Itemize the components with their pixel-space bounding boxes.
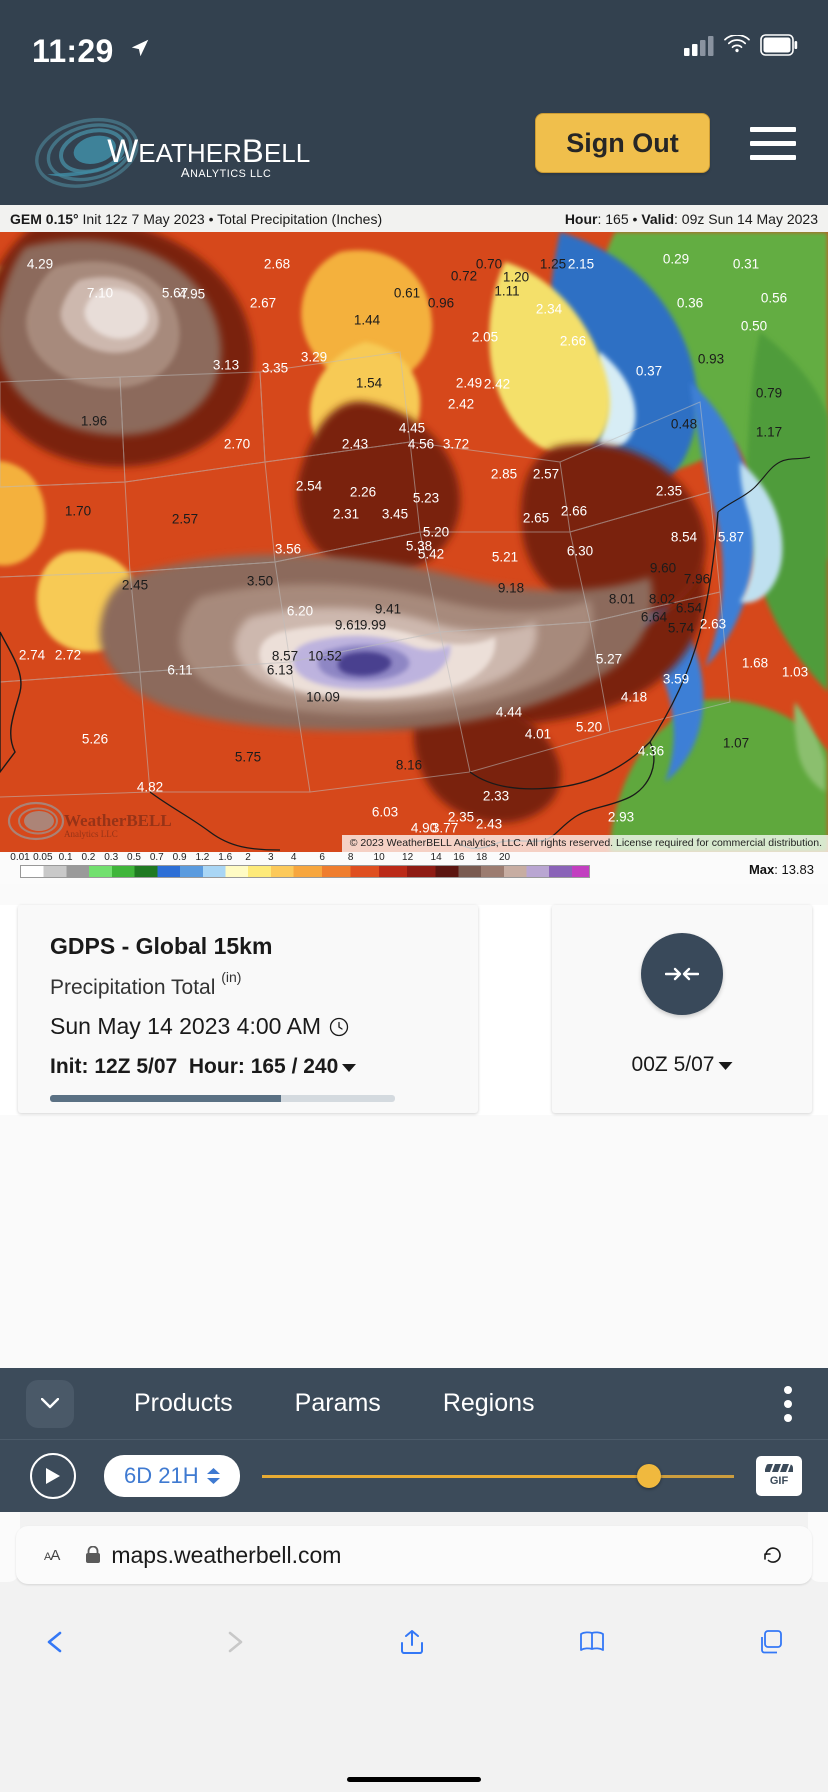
svg-text:WEATHERBELL: WEATHERBELL	[107, 132, 310, 169]
svg-text:GIF: GIF	[770, 1475, 789, 1487]
svg-text:WeatherBELL: WeatherBELL	[64, 811, 172, 830]
svg-text:Analytics LLC: Analytics LLC	[64, 829, 118, 839]
